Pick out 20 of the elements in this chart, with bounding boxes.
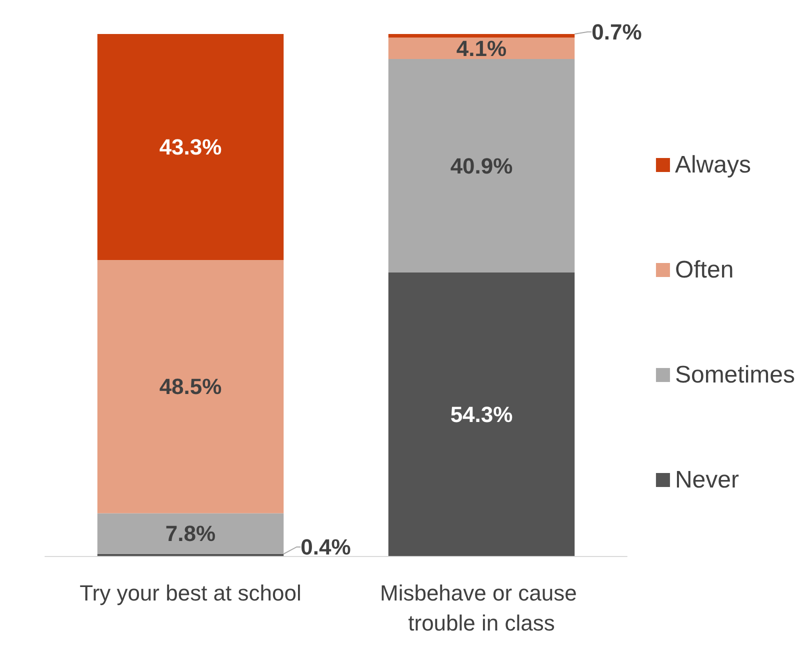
x-tick-label: Misbehave or cause trouble in class bbox=[380, 580, 583, 636]
data-label: 40.9% bbox=[450, 153, 513, 178]
bar bbox=[388, 38, 575, 60]
x-tick-label: Try your best at school bbox=[80, 580, 302, 606]
legend-label: Sometimes bbox=[674, 362, 796, 388]
bar bbox=[388, 272, 575, 556]
bar bbox=[97, 34, 284, 260]
data-label: 43.3% bbox=[159, 134, 222, 160]
legend-label: Often bbox=[674, 256, 734, 284]
legend-label: Never bbox=[674, 466, 739, 494]
data-label: 54.3% bbox=[450, 402, 513, 427]
data-label: 4.1% bbox=[456, 36, 507, 61]
bar bbox=[388, 59, 575, 273]
legend-label: Always bbox=[674, 152, 751, 178]
data-label: 7.8% bbox=[165, 521, 216, 546]
data-label: 0.7% bbox=[592, 19, 642, 44]
data-label: 48.5% bbox=[159, 374, 222, 400]
bar bbox=[97, 260, 284, 514]
bar bbox=[388, 34, 575, 38]
data-label: 0.4% bbox=[300, 534, 351, 560]
